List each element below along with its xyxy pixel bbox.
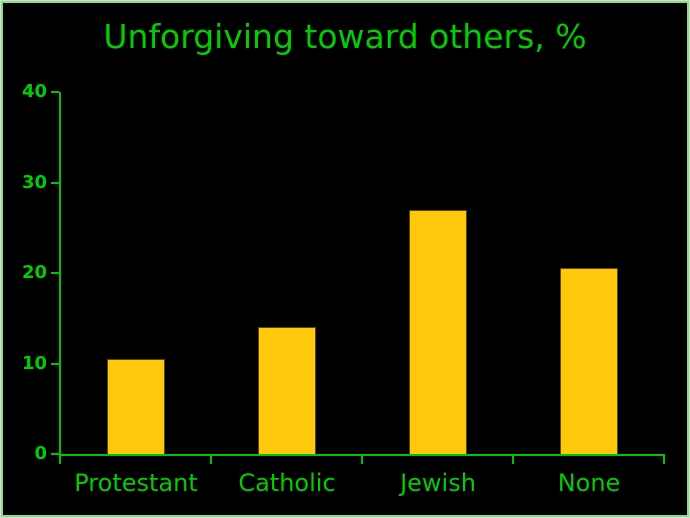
y-tick-label: 0 — [34, 443, 47, 464]
x-tick-label: Protestant — [74, 469, 198, 497]
y-tick-label: 20 — [21, 262, 47, 283]
x-axis-line — [59, 454, 665, 456]
x-tick — [663, 456, 665, 464]
x-tick — [210, 456, 212, 464]
x-tick-label: None — [557, 469, 621, 497]
bar-jewish — [409, 210, 467, 454]
x-tick — [512, 456, 514, 464]
chart-title: Unforgiving toward others, % — [103, 17, 587, 56]
y-tick — [51, 91, 59, 93]
x-tick-label: Jewish — [400, 469, 476, 497]
y-tick-label: 10 — [21, 353, 47, 374]
x-tick-label: Catholic — [238, 469, 336, 497]
y-tick — [51, 182, 59, 184]
bar-protestant — [107, 359, 165, 454]
y-axis-line — [59, 92, 61, 456]
y-tick — [51, 363, 59, 365]
y-tick — [51, 272, 59, 274]
bar-none — [560, 268, 618, 454]
x-tick — [59, 456, 61, 464]
y-tick-label: 30 — [21, 172, 47, 193]
y-tick — [51, 453, 59, 455]
bar-catholic — [258, 327, 316, 454]
y-tick-label: 40 — [21, 81, 47, 102]
x-tick — [361, 456, 363, 464]
